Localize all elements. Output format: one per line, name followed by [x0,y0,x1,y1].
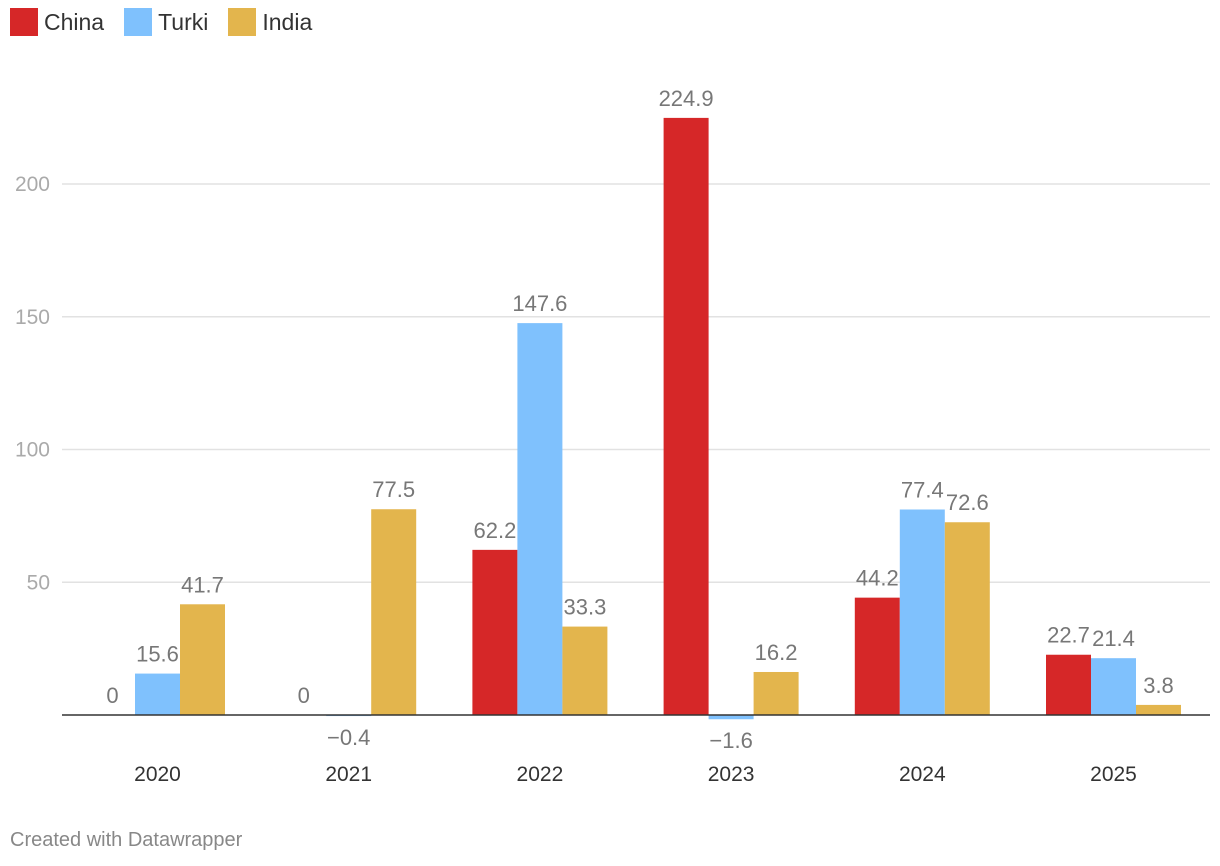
legend: China Turki India [10,8,312,36]
legend-item-india[interactable]: India [228,8,312,36]
bar-turki-2024 [899,509,945,715]
data-label-turki-2021: −0.4 [327,725,370,750]
bar-china-2022 [472,549,518,715]
x-tick-label: 2021 [325,763,372,786]
x-tick-label: 2020 [134,763,181,786]
bar-india-2021 [371,509,417,715]
data-label-china-2020: 0 [106,683,118,708]
legend-swatch-turki [124,8,153,36]
bar-turki-2023 [708,715,754,720]
data-label-china-2024: 44.2 [856,566,899,591]
bar-turki-2025 [1091,658,1136,715]
x-tick-label: 2023 [708,763,755,786]
y-tick-label: 100 [15,439,50,462]
bar-india-2023 [753,671,799,715]
bar-china-2025 [1046,654,1091,715]
legend-label-india: India [262,8,313,35]
x-tick-label: 2025 [1090,763,1137,786]
legend-swatch-india [228,8,257,36]
legend-item-turki[interactable]: Turki [124,8,208,36]
data-label-india-2022: 33.3 [563,595,606,620]
data-label-india-2025: 3.8 [1143,673,1174,698]
data-label-turki-2024: 77.4 [901,478,944,503]
bar-turki-2022 [517,323,563,715]
data-label-india-2021: 77.5 [372,477,415,502]
y-tick-label: 200 [15,173,50,196]
legend-label-turki: Turki [158,8,209,35]
legend-item-china[interactable]: China [10,8,104,36]
data-label-turki-2022: 147.6 [512,291,567,316]
credit-text: Created with Datawrapper [10,829,243,851]
data-label-india-2023: 16.2 [755,640,798,665]
data-label-china-2023: 224.9 [659,86,714,111]
bar-india-2024 [944,522,990,715]
bar-india-2022 [562,626,608,715]
data-label-china-2021: 0 [298,683,310,708]
data-label-turki-2025: 21.4 [1092,626,1135,651]
data-label-turki-2023: −1.6 [709,728,752,753]
legend-swatch-china [10,8,38,36]
x-tick-label: 2024 [899,763,946,786]
y-tick-label: 150 [15,306,50,329]
y-tick-label: 50 [27,571,50,594]
bar-china-2023 [663,117,709,715]
bar-turki-2020 [135,673,180,715]
bar-india-2020 [180,604,225,715]
data-label-turki-2020: 15.6 [136,642,179,667]
bar-india-2025 [1136,704,1181,715]
bar-china-2024 [854,597,900,715]
data-label-india-2024: 72.6 [946,490,989,515]
x-tick-label: 2022 [517,763,564,786]
legend-label-china: China [44,8,105,35]
data-label-china-2025: 22.7 [1047,623,1090,648]
data-label-india-2020: 41.7 [181,572,224,597]
data-label-china-2022: 62.2 [473,518,516,543]
